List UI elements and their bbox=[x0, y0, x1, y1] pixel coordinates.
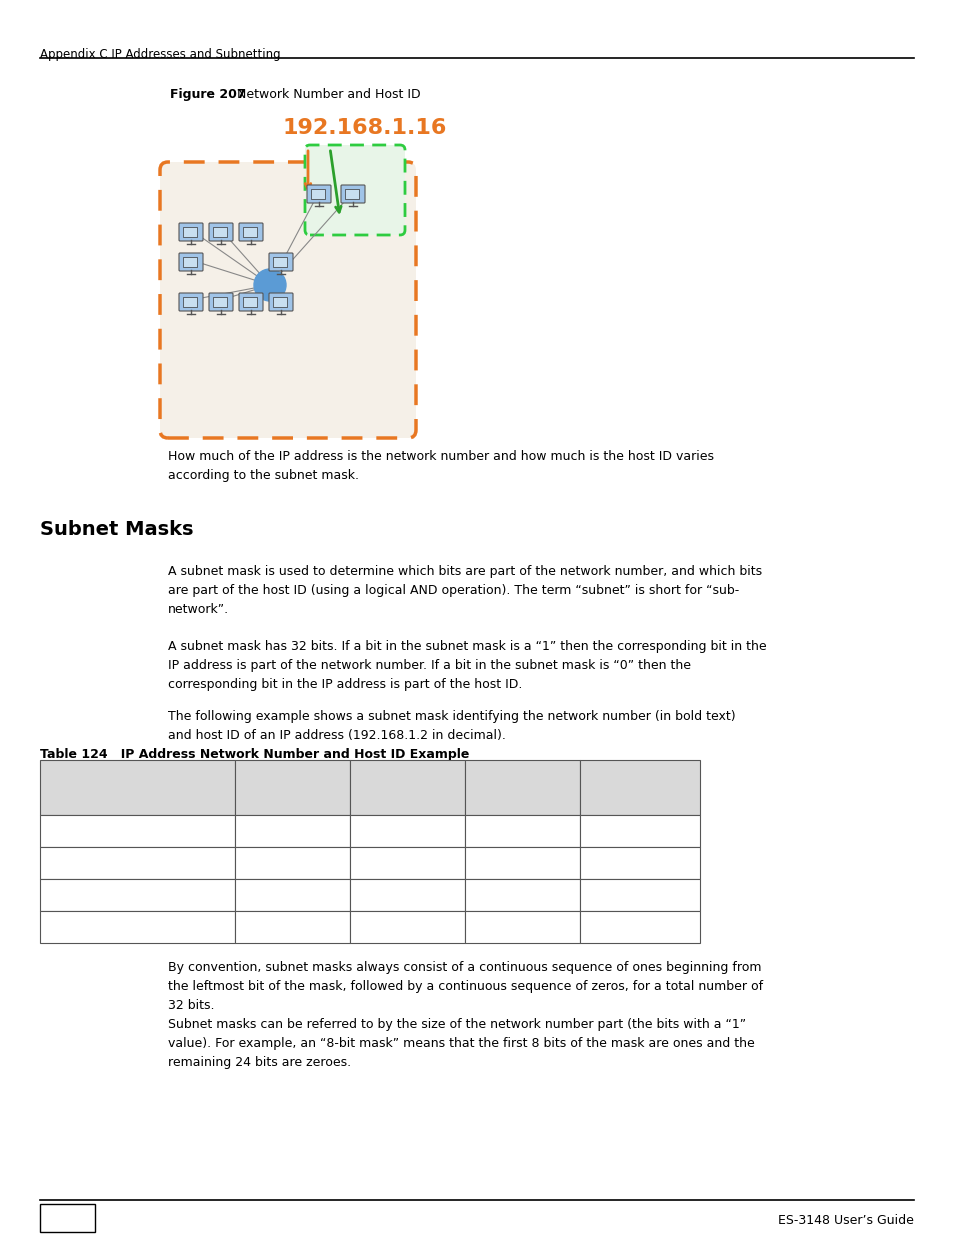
Bar bbox=[464, 760, 579, 815]
Bar bbox=[579, 911, 700, 944]
Text: 11000000: 11000000 bbox=[243, 890, 306, 900]
FancyBboxPatch shape bbox=[239, 224, 263, 241]
FancyBboxPatch shape bbox=[179, 293, 203, 311]
Bar bbox=[234, 911, 350, 944]
Bar bbox=[464, 879, 579, 911]
Bar bbox=[464, 847, 579, 879]
Text: 192.168.1.16: 192.168.1.16 bbox=[283, 119, 447, 138]
FancyBboxPatch shape bbox=[209, 293, 233, 311]
FancyBboxPatch shape bbox=[305, 144, 405, 235]
Bar bbox=[243, 296, 256, 308]
Text: By convention, subnet masks always consist of a continuous sequence of ones begi: By convention, subnet masks always consi… bbox=[168, 961, 762, 1011]
Bar bbox=[350, 815, 464, 847]
Bar bbox=[579, 847, 700, 879]
Text: 1ST
OCTET:
(192): 1ST OCTET: (192) bbox=[243, 768, 289, 804]
Bar bbox=[350, 760, 464, 815]
Text: How much of the IP address is the network number and how much is the host ID var: How much of the IP address is the networ… bbox=[168, 450, 713, 482]
Bar bbox=[40, 911, 234, 944]
Text: 00000001: 00000001 bbox=[473, 890, 536, 900]
Text: A subnet mask is used to determine which bits are part of the network number, an: A subnet mask is used to determine which… bbox=[168, 564, 761, 616]
Text: 11111111: 11111111 bbox=[473, 858, 536, 868]
Bar bbox=[234, 879, 350, 911]
FancyBboxPatch shape bbox=[209, 224, 233, 241]
Text: 10101000: 10101000 bbox=[357, 890, 420, 900]
Text: Subnet Mask (Binary): Subnet Mask (Binary) bbox=[48, 858, 171, 868]
FancyBboxPatch shape bbox=[269, 253, 293, 270]
Bar bbox=[234, 760, 350, 815]
Text: 326: 326 bbox=[51, 1212, 85, 1229]
Text: The following example shows a subnet mask identifying the network number (in bol: The following example shows a subnet mas… bbox=[168, 710, 735, 742]
Text: 4TH OCTET
(2): 4TH OCTET (2) bbox=[587, 768, 659, 792]
Bar bbox=[579, 760, 700, 815]
Bar bbox=[40, 760, 234, 815]
Bar bbox=[579, 815, 700, 847]
Text: Table 124   IP Address Network Number and Host ID Example: Table 124 IP Address Network Number and … bbox=[40, 748, 469, 761]
Bar bbox=[213, 296, 227, 308]
Text: Network Number: Network Number bbox=[48, 890, 145, 900]
Circle shape bbox=[253, 269, 286, 301]
Bar bbox=[183, 296, 196, 308]
Bar bbox=[213, 227, 227, 237]
FancyBboxPatch shape bbox=[179, 224, 203, 241]
Text: IP Address (Binary): IP Address (Binary) bbox=[48, 826, 156, 836]
Text: Appendix C IP Addresses and Subnetting: Appendix C IP Addresses and Subnetting bbox=[40, 48, 280, 61]
Bar bbox=[234, 815, 350, 847]
Bar bbox=[311, 189, 325, 199]
Bar bbox=[40, 1204, 95, 1233]
Text: 00000010: 00000010 bbox=[587, 826, 645, 836]
FancyBboxPatch shape bbox=[340, 185, 365, 203]
Bar bbox=[183, 227, 196, 237]
Text: 11111111: 11111111 bbox=[243, 858, 306, 868]
Text: Subnet Masks: Subnet Masks bbox=[40, 520, 193, 538]
Text: Host ID: Host ID bbox=[48, 923, 90, 932]
Text: Network Number and Host ID: Network Number and Host ID bbox=[236, 88, 420, 101]
Bar bbox=[40, 847, 234, 879]
Text: Figure 207: Figure 207 bbox=[170, 88, 258, 101]
Bar bbox=[464, 815, 579, 847]
Bar bbox=[243, 227, 256, 237]
Bar bbox=[40, 879, 234, 911]
Text: Subnet masks can be referred to by the size of the network number part (the bits: Subnet masks can be referred to by the s… bbox=[168, 1018, 754, 1070]
FancyBboxPatch shape bbox=[160, 162, 416, 438]
Text: 00000001: 00000001 bbox=[473, 826, 531, 836]
Text: 11111111: 11111111 bbox=[357, 858, 420, 868]
Bar bbox=[350, 847, 464, 879]
Bar bbox=[273, 257, 287, 267]
Bar bbox=[350, 911, 464, 944]
FancyBboxPatch shape bbox=[239, 293, 263, 311]
Bar bbox=[579, 879, 700, 911]
Text: 11000000: 11000000 bbox=[243, 826, 301, 836]
Text: 3RD
OCTET:
(1): 3RD OCTET: (1) bbox=[473, 768, 518, 804]
Bar bbox=[345, 189, 358, 199]
Bar bbox=[464, 911, 579, 944]
FancyBboxPatch shape bbox=[179, 253, 203, 270]
Text: 2ND
OCTET:
(168): 2ND OCTET: (168) bbox=[357, 768, 403, 804]
Text: A subnet mask has 32 bits. If a bit in the subnet mask is a “1” then the corresp: A subnet mask has 32 bits. If a bit in t… bbox=[168, 640, 766, 692]
Text: 00000010: 00000010 bbox=[587, 923, 645, 932]
Bar bbox=[40, 815, 234, 847]
Text: ES-3148 User’s Guide: ES-3148 User’s Guide bbox=[778, 1214, 913, 1226]
Bar bbox=[234, 847, 350, 879]
FancyBboxPatch shape bbox=[269, 293, 293, 311]
Text: 00000000: 00000000 bbox=[587, 858, 645, 868]
Bar bbox=[350, 879, 464, 911]
Bar bbox=[183, 257, 196, 267]
Text: 10101000: 10101000 bbox=[357, 826, 416, 836]
FancyBboxPatch shape bbox=[307, 185, 331, 203]
Bar bbox=[273, 296, 287, 308]
